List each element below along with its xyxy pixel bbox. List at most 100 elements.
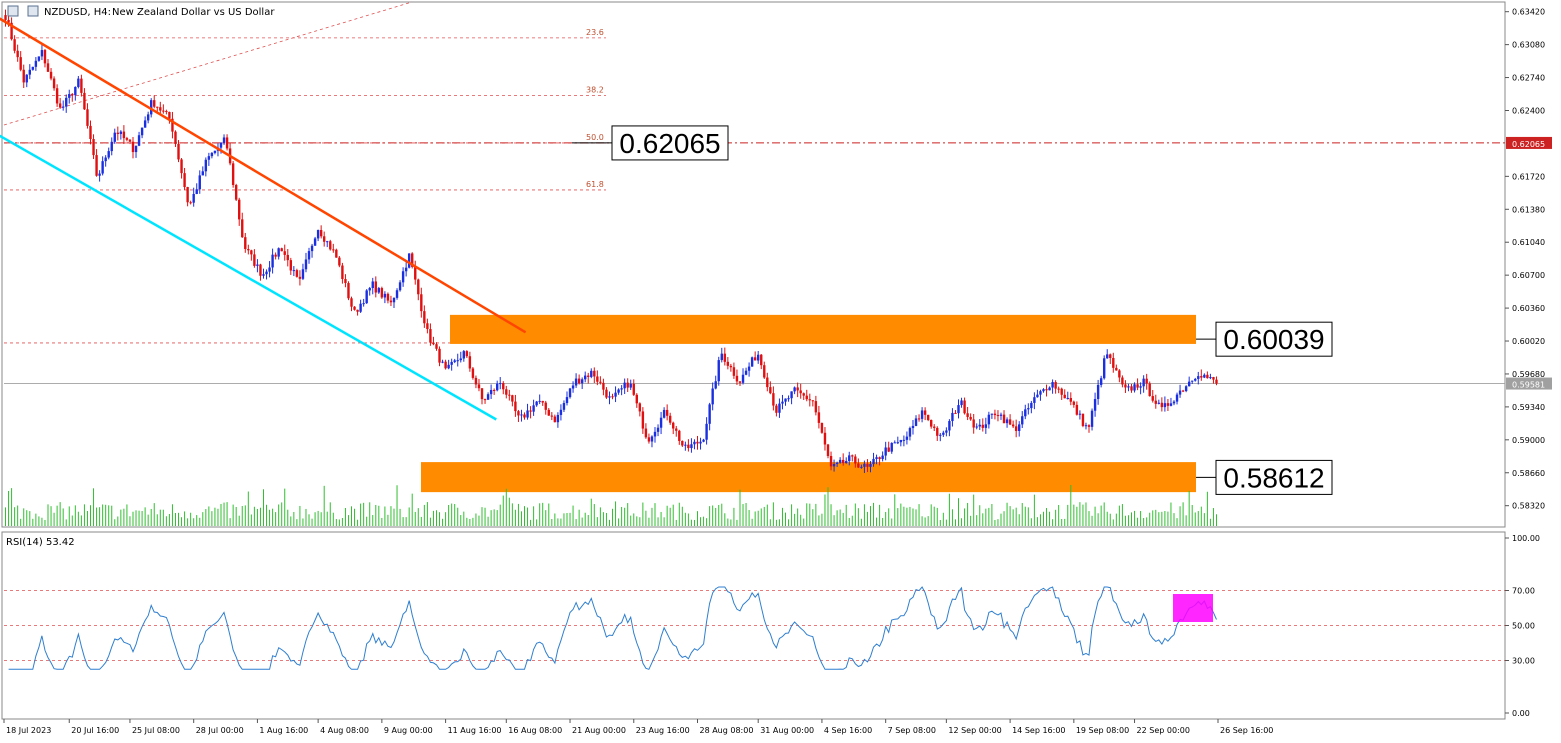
candle-body bbox=[137, 135, 141, 146]
candle-body bbox=[936, 427, 939, 436]
candle-body bbox=[1191, 380, 1194, 382]
candle-body bbox=[1154, 400, 1157, 404]
candle-body bbox=[760, 354, 763, 366]
candle-body bbox=[590, 370, 593, 377]
candle-body bbox=[1066, 397, 1069, 399]
chart-settings-icon[interactable] bbox=[27, 5, 39, 17]
candle-body bbox=[1060, 388, 1063, 395]
candle-body bbox=[247, 249, 250, 251]
candle-body bbox=[565, 397, 569, 404]
candle-body bbox=[222, 137, 226, 143]
candle-body bbox=[368, 288, 371, 291]
candle-body bbox=[623, 382, 626, 389]
candle-body bbox=[1206, 374, 1209, 379]
candle-body bbox=[587, 375, 590, 377]
candle-body bbox=[377, 288, 381, 293]
annotation-box bbox=[1215, 321, 1333, 357]
candle-body bbox=[720, 353, 723, 361]
candle-body bbox=[153, 100, 156, 107]
candle-body bbox=[298, 276, 302, 279]
candle-body bbox=[98, 173, 101, 176]
annotation-box bbox=[611, 125, 729, 161]
candle-body bbox=[814, 401, 818, 413]
candle-body bbox=[1139, 386, 1142, 388]
candle-body bbox=[125, 138, 129, 140]
candle-body bbox=[1090, 410, 1094, 427]
candle-body bbox=[1084, 425, 1088, 427]
candle-body bbox=[37, 56, 41, 61]
candle-body bbox=[459, 358, 462, 361]
candle-body bbox=[923, 410, 927, 415]
candle-body bbox=[1166, 403, 1170, 406]
rsi-indicator: 100.00 70.00 50.00 30.00 0.00 bbox=[4, 534, 1540, 718]
candle-body bbox=[65, 97, 68, 107]
candle-body bbox=[681, 440, 684, 446]
candle-body bbox=[702, 439, 705, 442]
candle-body bbox=[1102, 358, 1106, 379]
candle-body bbox=[1145, 378, 1148, 384]
candle-body bbox=[735, 375, 739, 382]
candle-body bbox=[1030, 402, 1033, 409]
candle-body bbox=[729, 365, 733, 368]
candle-body bbox=[999, 414, 1003, 416]
candle-body bbox=[265, 271, 268, 275]
candle-body bbox=[198, 175, 201, 190]
candle-body bbox=[1121, 377, 1124, 385]
candle-body bbox=[1169, 403, 1173, 406]
candle-body bbox=[435, 344, 438, 349]
candle-body bbox=[520, 414, 523, 416]
candle-body bbox=[884, 447, 887, 456]
candle-body bbox=[511, 395, 514, 402]
candle-body bbox=[726, 361, 730, 366]
candle-body bbox=[1175, 394, 1179, 402]
time-tick-label: 7 Sep 08:00 bbox=[888, 726, 936, 735]
candle-body bbox=[541, 400, 544, 403]
candle-body bbox=[1008, 419, 1012, 425]
candle-body bbox=[841, 459, 845, 464]
candle-body bbox=[1027, 408, 1030, 410]
candle-body bbox=[1024, 409, 1027, 417]
candle-body bbox=[195, 189, 198, 194]
candle-body bbox=[614, 392, 617, 397]
candle-body bbox=[411, 253, 414, 267]
candle-body bbox=[92, 139, 95, 156]
price-tick-label: 0.58660 bbox=[1512, 469, 1545, 478]
candle-body bbox=[253, 254, 256, 266]
candle-body bbox=[617, 389, 620, 393]
candle-body bbox=[632, 383, 635, 395]
candle-body bbox=[371, 281, 374, 289]
candle-body bbox=[808, 399, 811, 401]
candle-body bbox=[19, 57, 22, 70]
time-tick-label: 16 Aug 08:00 bbox=[508, 726, 562, 735]
time-tick-label: 14 Sep 16:00 bbox=[1012, 726, 1065, 735]
candle-body bbox=[756, 354, 760, 361]
candle-body bbox=[456, 360, 459, 362]
candle-body bbox=[875, 457, 878, 459]
candle-body bbox=[526, 410, 529, 418]
candle-body bbox=[101, 161, 104, 174]
candle-body bbox=[319, 230, 323, 237]
candle-body bbox=[1184, 386, 1188, 392]
candle-body bbox=[58, 103, 62, 108]
candle-body bbox=[1200, 376, 1203, 378]
fibonacci-levels: 23.638.250.061.8100.0 bbox=[3, 1, 1505, 384]
candle-body bbox=[1099, 378, 1103, 385]
candle-body bbox=[599, 381, 602, 383]
candle-body bbox=[1075, 404, 1079, 415]
time-tick-label: 31 Aug 00:00 bbox=[760, 726, 814, 735]
candle-body bbox=[262, 274, 265, 276]
candle-body bbox=[996, 415, 1000, 417]
candle-body bbox=[626, 382, 629, 388]
candle-body bbox=[517, 411, 520, 416]
candle-body bbox=[1130, 386, 1133, 391]
candle-body bbox=[653, 431, 657, 437]
candle-body bbox=[872, 458, 875, 465]
candle-body bbox=[878, 457, 881, 460]
candle-body bbox=[741, 374, 745, 383]
candle-body bbox=[1197, 376, 1200, 379]
candle-body bbox=[538, 400, 541, 402]
candle-body bbox=[544, 402, 547, 410]
candle-body bbox=[432, 342, 435, 345]
fib-label-1: 38.2 bbox=[586, 85, 604, 94]
candle-body bbox=[1018, 424, 1021, 431]
